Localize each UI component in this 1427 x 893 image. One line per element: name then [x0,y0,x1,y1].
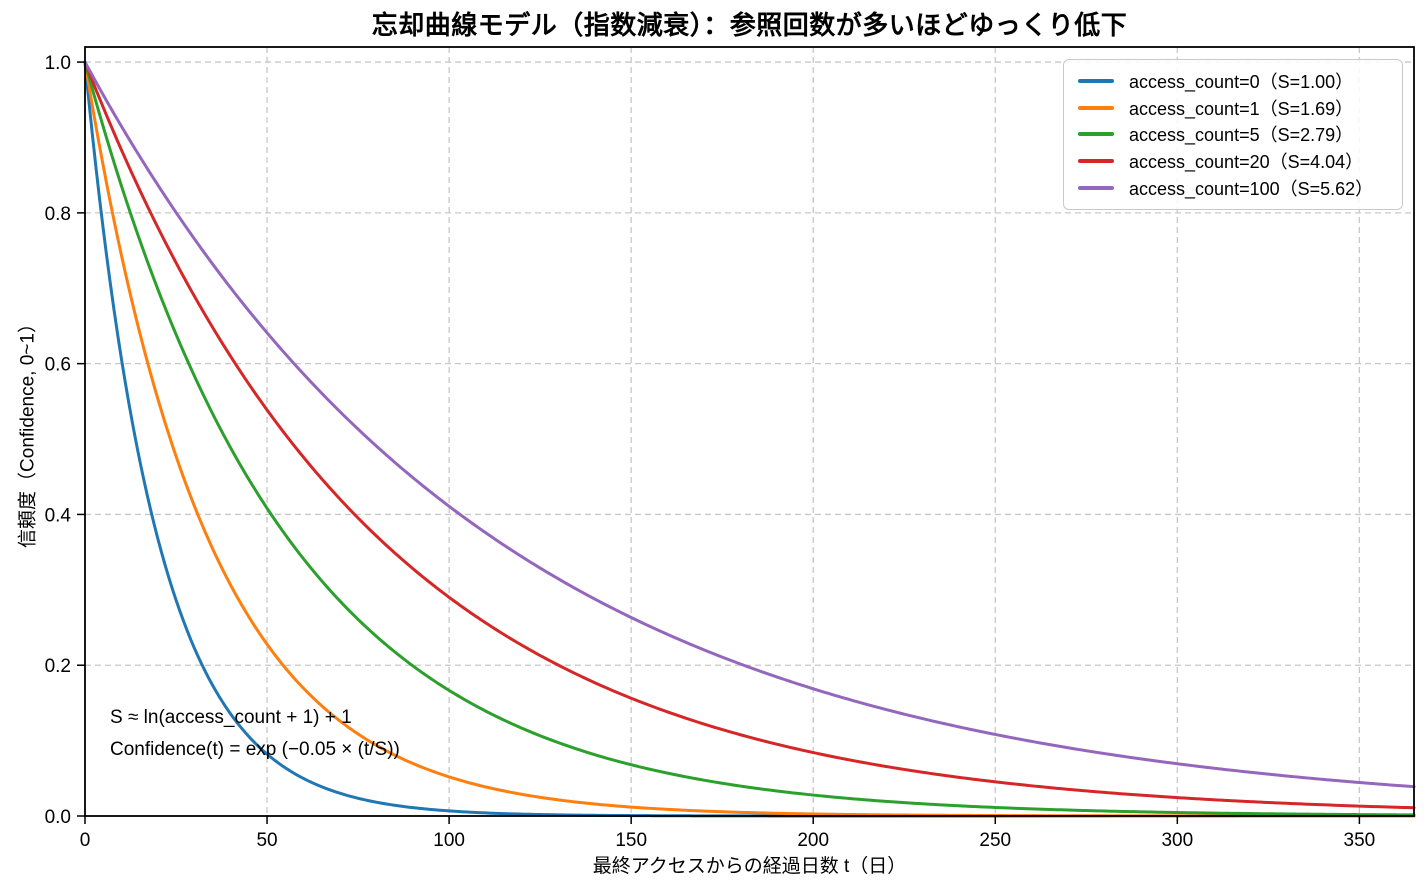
x-tick-label: 150 [615,830,647,851]
y-tick-label: 0.0 [45,807,71,828]
legend-item: access_count=1（S=1.69） [1078,95,1388,121]
x-tick-label: 250 [979,830,1011,851]
legend-item: access_count=5（S=2.79） [1078,121,1388,147]
legend-swatch [1078,159,1114,164]
legend-label: access_count=5（S=2.79） [1129,125,1354,146]
curve-access-count-100 [83,60,1416,789]
legend-swatch [1078,132,1114,137]
y-tick-label: 0.6 [45,355,71,376]
x-tick-label: 200 [797,830,829,851]
legend-label: access_count=1（S=1.69） [1129,98,1354,119]
x-tick-label: 350 [1344,830,1376,851]
legend-label: access_count=0（S=1.00） [1129,72,1354,93]
legend-swatch [1078,79,1114,84]
legend: access_count=0（S=1.00） access_count=1（S=1… [1063,59,1403,210]
legend-item: access_count=100（S=5.62） [1078,175,1388,201]
y-tick-label: 0.8 [45,204,71,225]
y-tick-label: 0.4 [45,505,72,526]
formula-line-confidence: Confidence(t) = exp (−0.05 × (t/S)) [110,739,400,760]
y-tick-label: 0.2 [45,656,71,677]
x-tick-label: 300 [1161,830,1193,851]
legend-label: access_count=20（S=4.04） [1129,152,1364,173]
curve-access-count-20 [83,60,1416,810]
axes-spines [84,46,1415,817]
legend-swatch [1078,105,1114,110]
chart-title: 忘却曲線モデル（指数減衰）：参照回数が多いほどゆっくり低下 [371,10,1128,40]
legend-label: access_count=100（S=5.62） [1129,178,1374,199]
curve-access-count-5 [83,60,1416,817]
x-tick-label: 0 [80,830,91,851]
x-axis-label: 最終アクセスからの経過日数 t（日） [592,856,907,877]
legend-swatch [1078,185,1114,190]
x-tick-label: 50 [256,830,277,851]
formula-line-stability: S ≈ ln(access_count + 1) + 1 [110,707,352,728]
formula-annotation: S ≈ ln(access_count + 1) + 1 Confidence(… [110,702,400,766]
y-axis-label: 信頼度（Confidence, 0~1） [17,314,39,548]
legend-item: access_count=20（S=4.04） [1078,148,1388,174]
x-tick-label: 100 [433,830,465,851]
legend-item: access_count=0（S=1.00） [1078,68,1388,94]
y-tick-label: 1.0 [45,53,71,74]
